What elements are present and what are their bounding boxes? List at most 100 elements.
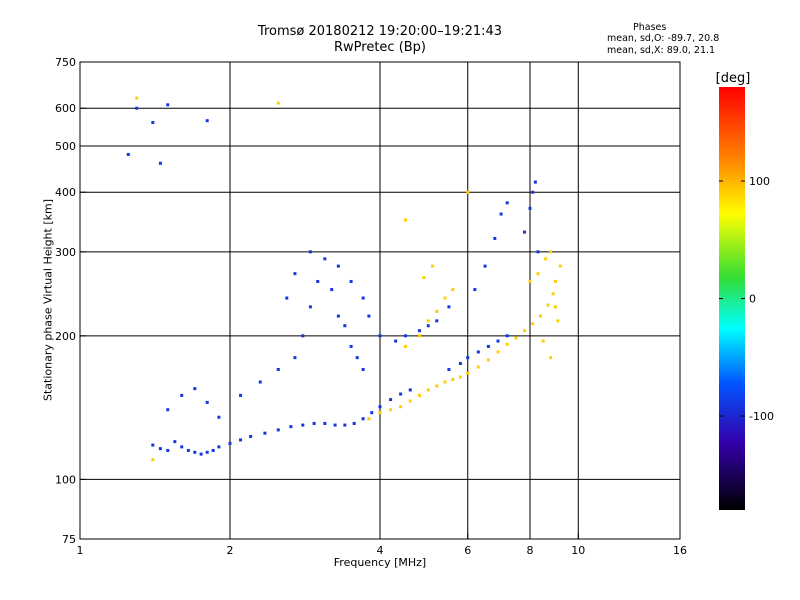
- x-tick-label: 6: [464, 544, 471, 557]
- x-echo-point: [426, 388, 430, 392]
- o-echo-point: [343, 423, 347, 427]
- x-echo-point: [551, 292, 555, 296]
- o-echo-point: [483, 264, 487, 268]
- o-echo-point: [301, 423, 305, 427]
- o-echo-point: [361, 417, 365, 421]
- o-echo-point: [408, 388, 412, 392]
- x-echo-point: [417, 334, 421, 338]
- o-echo-point: [276, 367, 280, 371]
- x-echo-point: [403, 344, 407, 348]
- x-axis-label: Frequency [MHz]: [333, 556, 427, 569]
- x-echo-point: [476, 365, 480, 369]
- x-tick-label: 16: [673, 544, 687, 557]
- o-echo-point: [239, 438, 243, 442]
- x-echo-point: [549, 250, 553, 254]
- o-echo-point: [323, 421, 327, 425]
- o-echo-point: [426, 324, 430, 328]
- o-echo-point: [308, 250, 312, 254]
- o-echo-point: [205, 400, 209, 404]
- x-echo-point: [541, 339, 545, 343]
- o-echo-point: [199, 452, 203, 456]
- x-echo-point: [539, 314, 543, 318]
- o-echo-point: [293, 356, 297, 360]
- x-echo-point: [389, 408, 393, 412]
- o-echo-point: [336, 314, 340, 318]
- x-echo-point: [443, 296, 447, 300]
- x-echo-point: [435, 384, 439, 388]
- o-echo-point: [361, 296, 365, 300]
- o-echo-point: [486, 344, 490, 348]
- o-echo-point: [378, 334, 382, 338]
- x-echo-point: [399, 405, 403, 409]
- chart-subtitle: RwPretec (Bp): [333, 40, 427, 55]
- x-echo-point: [505, 342, 509, 346]
- o-echo-point: [126, 152, 130, 156]
- o-echo-point: [389, 398, 393, 402]
- x-echo-point: [431, 264, 435, 268]
- o-echo-point: [186, 448, 190, 452]
- x-echo-point: [378, 411, 382, 415]
- x-echo-point: [443, 380, 447, 384]
- o-echo-point: [211, 448, 215, 452]
- o-echo-point: [336, 264, 340, 268]
- y-tick-label: 600: [55, 102, 76, 115]
- x-echo-point: [528, 279, 532, 283]
- x-echo-point: [451, 377, 455, 381]
- o-echo-point: [499, 212, 503, 216]
- x-echo-point: [417, 393, 421, 397]
- o-echo-point: [217, 445, 221, 449]
- x-echo-point: [556, 319, 560, 323]
- o-echo-point: [308, 305, 312, 309]
- y-tick-label: 75: [62, 533, 76, 546]
- o-echo-point: [151, 443, 155, 447]
- x-echo-point: [367, 417, 371, 421]
- o-echo-point: [403, 334, 407, 338]
- x-tick-label: 8: [527, 544, 534, 557]
- o-echo-point: [258, 380, 262, 384]
- x-echo-point: [514, 336, 518, 340]
- y-tick-label: 400: [55, 186, 76, 199]
- x-echo-point: [553, 279, 557, 283]
- o-echo-point: [151, 121, 155, 125]
- o-echo-point: [435, 319, 439, 323]
- x-echo-point: [276, 101, 280, 105]
- x-echo-point: [408, 399, 412, 403]
- o-echo-point: [505, 201, 509, 205]
- x-echo-point: [544, 257, 548, 261]
- stats-heading: Phases: [633, 22, 667, 33]
- o-echo-point: [166, 448, 170, 452]
- o-echo-point: [285, 296, 289, 300]
- colorbar-tick-label: 0: [749, 293, 756, 306]
- o-echo-point: [301, 334, 305, 338]
- o-echo-point: [193, 450, 197, 454]
- x-echo-point: [496, 350, 500, 354]
- o-echo-point: [263, 431, 267, 435]
- o-echo-point: [531, 190, 535, 194]
- colorbar: [719, 87, 745, 510]
- y-tick-label: 200: [55, 330, 76, 343]
- o-echo-point: [493, 236, 497, 240]
- x-echo-point: [435, 309, 439, 313]
- o-echo-point: [378, 405, 382, 409]
- x-echo-point: [546, 303, 550, 307]
- y-tick-label: 100: [55, 473, 76, 486]
- o-echo-point: [135, 106, 139, 110]
- x-echo-point: [523, 329, 527, 333]
- x-echo-point: [451, 288, 455, 292]
- o-echo-point: [323, 257, 327, 261]
- o-echo-point: [533, 180, 537, 184]
- colorbar-tick-label: 100: [749, 175, 770, 188]
- o-echo-point: [343, 324, 347, 328]
- x-echo-point: [549, 356, 553, 360]
- x-echo-point: [458, 375, 462, 379]
- o-echo-point: [205, 119, 209, 123]
- o-echo-point: [276, 428, 280, 432]
- o-echo-point: [166, 408, 170, 412]
- o-echo-point: [536, 250, 540, 254]
- x-echo-point: [531, 322, 535, 326]
- o-echo-point: [349, 344, 353, 348]
- x-echo-point: [135, 96, 139, 100]
- stats-x-line: mean, sd,X: 89.0, 21.1: [607, 45, 716, 56]
- o-echo-point: [293, 272, 297, 276]
